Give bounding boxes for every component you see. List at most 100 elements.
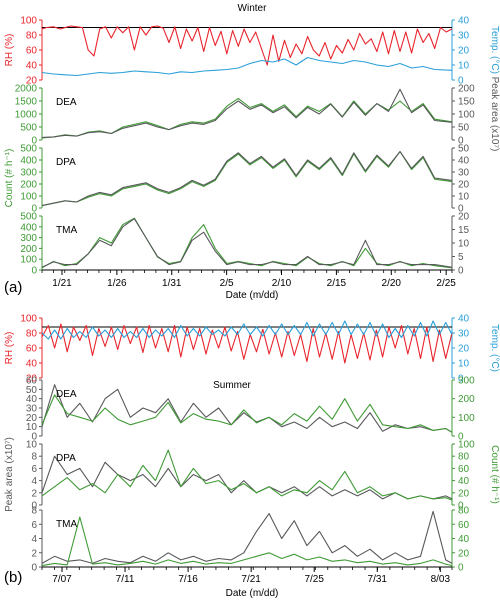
left-tick-label: 500 <box>20 212 37 223</box>
left-tick-label: 500 <box>20 123 37 134</box>
series-line-1 <box>41 88 453 138</box>
right-tick-label: 20 <box>458 212 470 223</box>
series-line-0 <box>41 455 453 500</box>
left-tick-label: 2 <box>31 488 37 499</box>
series-line-0 <box>41 217 453 269</box>
left-tick-label: 1000 <box>15 110 38 121</box>
subplot-rh-temp: 20 40 60 80 100 0 10 20 30 40 RH (%) Temp. (°C) <box>4 314 500 385</box>
right-tick-label: 20 <box>458 548 470 559</box>
right-tick-label: 20 <box>458 488 470 499</box>
left-tick-label: 60 <box>26 376 38 387</box>
right-tick-label: 40 <box>458 314 470 325</box>
x-tick-label: 7/21 <box>241 574 261 585</box>
right-tick-label: 150 <box>458 97 475 108</box>
subplot-label: DPA <box>56 453 76 464</box>
right-tick-label: 0 <box>458 204 464 215</box>
left-tick-label: 8 <box>31 506 37 517</box>
left-tick-label: 10 <box>26 422 38 433</box>
left-tick-label: 40 <box>26 394 38 405</box>
right-tick-label: 40 <box>458 156 470 167</box>
subplot-rh-temp: 20 40 60 80 100 0 10 20 30 40 RH (%) Temp. (°C) <box>4 16 500 87</box>
left-tick-label: 8 <box>31 452 37 463</box>
right-tick-label: 60 <box>458 464 470 475</box>
left-tick-label: 300 <box>20 168 37 179</box>
left-tick-label: 0 <box>31 563 37 574</box>
left-axis-label: Count (# h⁻¹) <box>4 149 15 208</box>
left-tick-label: 100 <box>20 255 37 266</box>
left-tick-label: 0 <box>31 501 37 512</box>
left-tick-label: 20 <box>26 374 38 385</box>
subplot-label: DEA <box>56 97 77 108</box>
right-tick-label: 30 <box>458 329 470 340</box>
left-tick-label: 2 <box>31 548 37 559</box>
right-tick-label: 0 <box>458 266 464 277</box>
series-line-1 <box>41 56 453 77</box>
series-line-0 <box>41 323 453 364</box>
right-tick-label: 10 <box>458 359 470 370</box>
left-tick-label: 0 <box>31 432 37 443</box>
left-tick-label: 500 <box>20 144 37 155</box>
left-tick-label: 30 <box>26 404 38 415</box>
series-line-1 <box>41 516 453 567</box>
x-tick-label: 7/31 <box>368 574 388 585</box>
subplot-label: TMA <box>56 519 77 530</box>
x-tick-label: 2/15 <box>327 278 347 289</box>
right-tick-label: 10 <box>458 192 470 203</box>
right-tick-label: 10 <box>458 239 470 250</box>
x-tick-label: 7/07 <box>52 574 72 585</box>
x-tick-label: 7/16 <box>178 574 198 585</box>
left-tick-label: 20 <box>26 413 38 424</box>
series-line-1 <box>41 218 453 268</box>
left-tick-label: 0 <box>31 136 37 147</box>
series-line-1 <box>41 394 453 433</box>
right-tick-label: 100 <box>458 413 475 424</box>
left-tick-label: 20 <box>26 76 38 87</box>
right-tick-label: 0 <box>458 76 464 87</box>
left-tick-label: 100 <box>20 192 37 203</box>
right-tick-label: 50 <box>458 123 470 134</box>
x-tick-label: 1/21 <box>52 278 72 289</box>
right-tick-label: 0 <box>458 563 464 574</box>
left-tick-label: 0 <box>31 204 37 215</box>
left-tick-label: 40 <box>26 61 38 72</box>
x-tick-label: 2/10 <box>272 278 292 289</box>
right-tick-label: 100 <box>458 440 475 451</box>
left-tick-label: 200 <box>20 180 37 191</box>
right-tick-label: 200 <box>458 394 475 405</box>
series-line-0 <box>41 384 453 433</box>
right-tick-label: 5 <box>458 252 464 263</box>
right-tick-label: 10 <box>458 61 470 72</box>
left-tick-label: 400 <box>20 222 37 233</box>
right-axis-label: Temp. (°C) <box>489 26 500 74</box>
left-tick-label: 0 <box>31 266 37 277</box>
right-tick-label: 100 <box>458 110 475 121</box>
left-tick-label: 200 <box>20 244 37 255</box>
right-tick-label: 300 <box>458 376 475 387</box>
left-tick-label: 1500 <box>15 97 38 108</box>
panel-title: Winter <box>238 3 268 14</box>
x-tick-label: 7/25 <box>304 574 324 585</box>
left-tick-label: 100 <box>20 314 37 325</box>
x-tick-label: 8/03 <box>431 574 451 585</box>
right-tick-label: 20 <box>458 180 470 191</box>
series-line-1 <box>41 151 453 207</box>
left-tick-label: 100 <box>20 16 37 27</box>
right-tick-label: 40 <box>458 534 470 545</box>
subplot-label: DEA <box>56 389 77 400</box>
right-tick-label: 80 <box>458 506 470 517</box>
left-tick-label: 60 <box>26 344 38 355</box>
left-axis-label: Peak area (x10⁷) <box>4 437 15 512</box>
left-axis-label: RH (%) <box>4 34 15 67</box>
series-line-1 <box>41 449 453 501</box>
subplot-label: TMA <box>56 225 77 236</box>
right-tick-label: 40 <box>458 16 470 27</box>
right-tick-label: 0 <box>458 136 464 147</box>
left-tick-label: 60 <box>26 46 38 57</box>
